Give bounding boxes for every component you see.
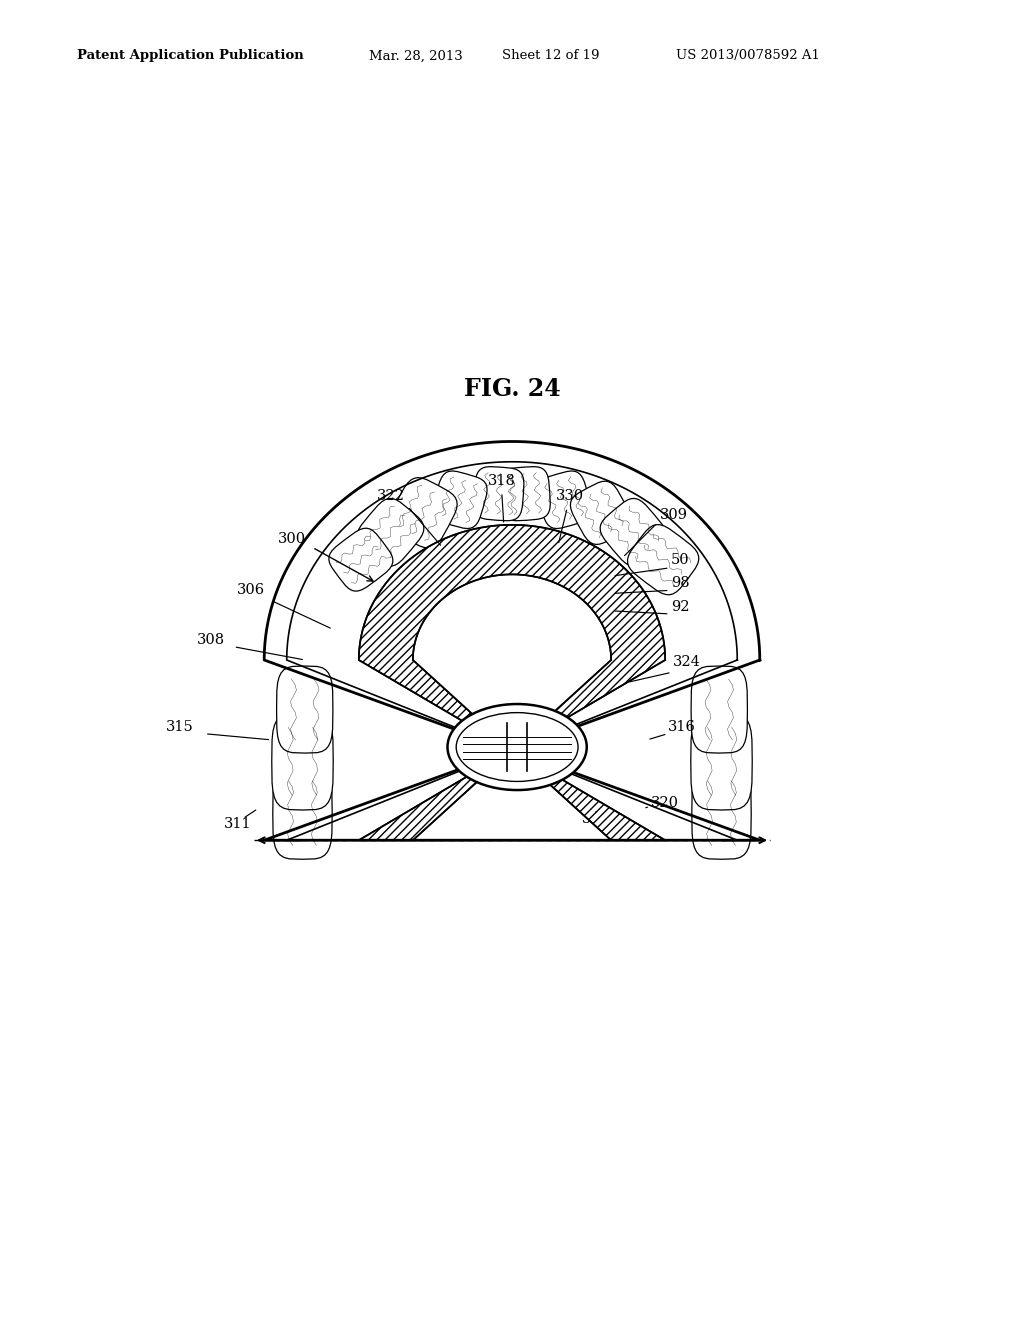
Text: 320: 320: [651, 796, 679, 810]
Text: 50: 50: [671, 553, 689, 566]
Text: FIG. 24: FIG. 24: [464, 376, 560, 401]
Text: Mar. 28, 2013: Mar. 28, 2013: [369, 49, 463, 62]
Polygon shape: [537, 471, 592, 528]
Polygon shape: [264, 441, 760, 841]
Text: US 2013/0078592 A1: US 2013/0078592 A1: [676, 49, 820, 62]
Polygon shape: [570, 482, 632, 544]
Text: 322: 322: [377, 490, 406, 503]
Polygon shape: [271, 713, 333, 810]
Polygon shape: [691, 713, 753, 810]
Polygon shape: [287, 462, 737, 841]
Ellipse shape: [447, 704, 587, 791]
Polygon shape: [276, 667, 333, 754]
Polygon shape: [628, 524, 698, 595]
Text: 312: 312: [582, 812, 610, 826]
Text: 311: 311: [224, 817, 251, 830]
Text: 92: 92: [671, 599, 689, 614]
Polygon shape: [356, 499, 424, 566]
Text: 318: 318: [487, 474, 516, 488]
Text: 308: 308: [197, 632, 225, 647]
Polygon shape: [692, 767, 752, 859]
Polygon shape: [500, 467, 550, 521]
Text: 330: 330: [556, 490, 585, 503]
Ellipse shape: [457, 713, 578, 781]
Polygon shape: [474, 467, 524, 521]
Text: Sheet 12 of 19: Sheet 12 of 19: [502, 49, 599, 62]
Text: Patent Application Publication: Patent Application Publication: [77, 49, 303, 62]
Polygon shape: [432, 471, 487, 528]
Text: 324: 324: [673, 655, 700, 669]
Text: 316: 316: [668, 719, 695, 734]
Polygon shape: [389, 478, 457, 548]
Text: 98: 98: [671, 577, 689, 590]
Text: 306: 306: [237, 583, 265, 598]
Polygon shape: [691, 667, 748, 754]
Polygon shape: [329, 528, 393, 591]
Polygon shape: [358, 525, 666, 841]
Text: 315: 315: [166, 719, 195, 734]
Polygon shape: [272, 767, 332, 859]
Text: 300: 300: [278, 532, 306, 546]
Text: 309: 309: [659, 508, 687, 521]
Polygon shape: [600, 499, 668, 566]
